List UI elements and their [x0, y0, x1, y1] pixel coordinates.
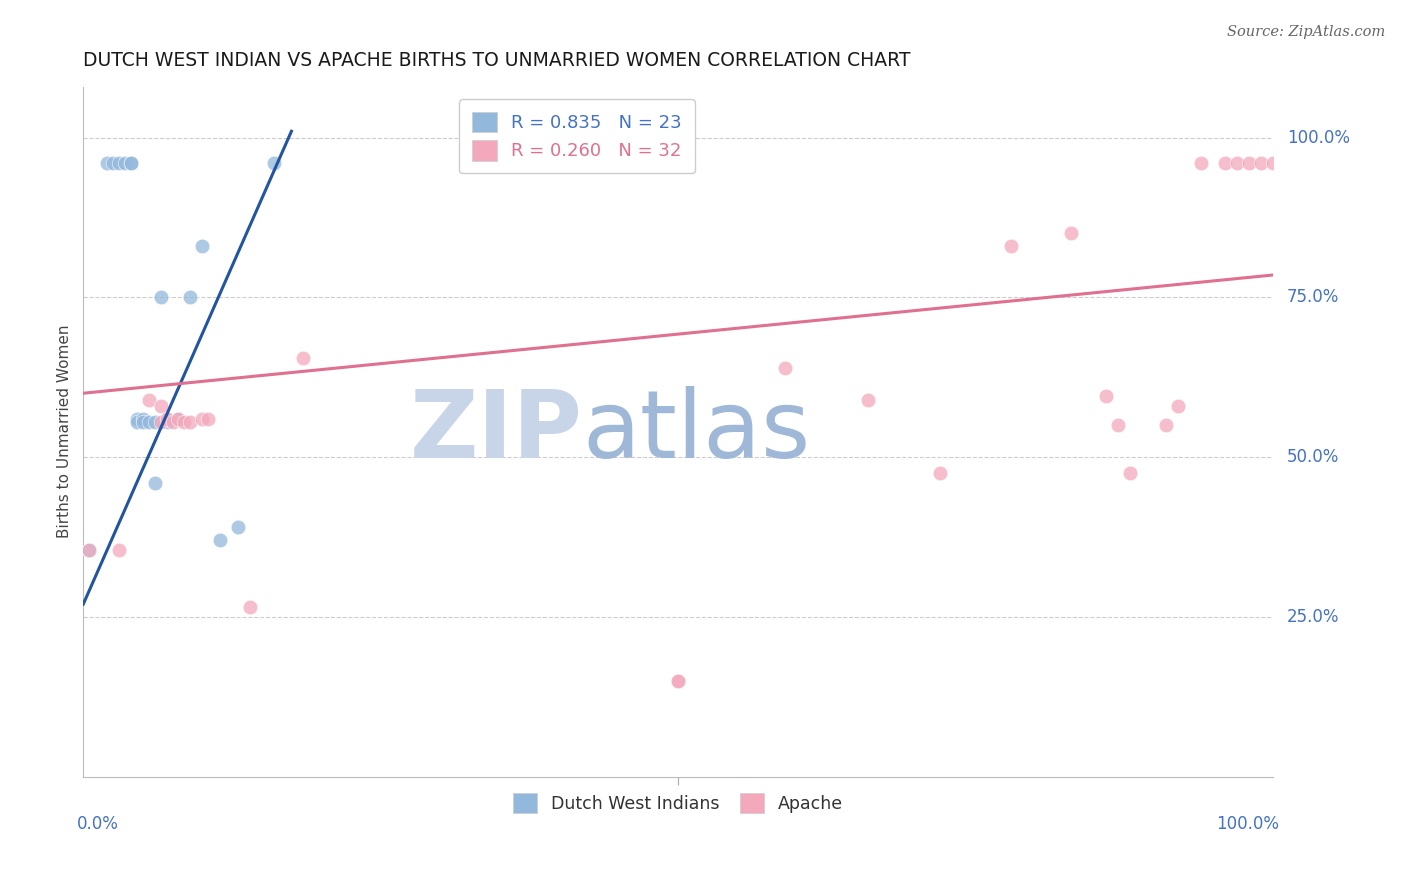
- Text: DUTCH WEST INDIAN VS APACHE BIRTHS TO UNMARRIED WOMEN CORRELATION CHART: DUTCH WEST INDIAN VS APACHE BIRTHS TO UN…: [83, 51, 911, 70]
- Point: [96, 156, 118, 170]
- Point: [77, 542, 100, 557]
- Point: [1119, 466, 1142, 480]
- Point: [1213, 156, 1236, 170]
- Point: [167, 411, 190, 425]
- Point: [120, 156, 142, 170]
- Point: [191, 239, 214, 253]
- Point: [209, 533, 232, 548]
- Point: [101, 156, 124, 170]
- Point: [143, 415, 166, 429]
- Point: [666, 673, 689, 688]
- Point: [1059, 227, 1081, 241]
- Point: [132, 411, 155, 425]
- Point: [108, 542, 131, 557]
- Text: 75.0%: 75.0%: [1286, 288, 1340, 306]
- Text: 50.0%: 50.0%: [1286, 448, 1340, 467]
- Point: [292, 351, 315, 365]
- Point: [1237, 156, 1260, 170]
- Text: 0.0%: 0.0%: [77, 814, 120, 832]
- Point: [179, 415, 201, 429]
- Text: 100.0%: 100.0%: [1286, 128, 1350, 146]
- Point: [1250, 156, 1272, 170]
- Point: [773, 360, 796, 375]
- Point: [197, 411, 219, 425]
- Text: 25.0%: 25.0%: [1286, 607, 1340, 626]
- Point: [149, 399, 172, 413]
- Point: [149, 415, 172, 429]
- Point: [1154, 418, 1177, 433]
- Point: [1189, 156, 1212, 170]
- Point: [138, 392, 160, 407]
- Point: [167, 411, 190, 425]
- Point: [1261, 156, 1284, 170]
- Text: atlas: atlas: [583, 385, 811, 477]
- Point: [143, 475, 166, 490]
- Point: [263, 156, 285, 170]
- Point: [928, 466, 950, 480]
- Point: [149, 290, 172, 304]
- Legend: Dutch West Indians, Apache: Dutch West Indians, Apache: [506, 786, 851, 820]
- Point: [1095, 389, 1118, 403]
- Point: [162, 415, 184, 429]
- Point: [132, 415, 155, 429]
- Point: [666, 673, 689, 688]
- Point: [239, 600, 262, 615]
- Point: [77, 542, 100, 557]
- Point: [1167, 399, 1189, 413]
- Point: [125, 411, 148, 425]
- Point: [114, 156, 136, 170]
- Point: [1107, 418, 1129, 433]
- Point: [108, 156, 131, 170]
- Point: [155, 411, 177, 425]
- Point: [179, 290, 201, 304]
- Y-axis label: Births to Unmarried Women: Births to Unmarried Women: [58, 325, 72, 538]
- Point: [226, 520, 249, 534]
- Text: 100.0%: 100.0%: [1216, 814, 1278, 832]
- Point: [1000, 239, 1022, 253]
- Point: [155, 411, 177, 425]
- Point: [120, 156, 142, 170]
- Point: [191, 411, 214, 425]
- Point: [125, 415, 148, 429]
- Point: [155, 415, 177, 429]
- Point: [1226, 156, 1249, 170]
- Point: [138, 415, 160, 429]
- Text: Source: ZipAtlas.com: Source: ZipAtlas.com: [1226, 25, 1385, 39]
- Point: [173, 415, 195, 429]
- Point: [858, 392, 880, 407]
- Text: ZIP: ZIP: [411, 385, 583, 477]
